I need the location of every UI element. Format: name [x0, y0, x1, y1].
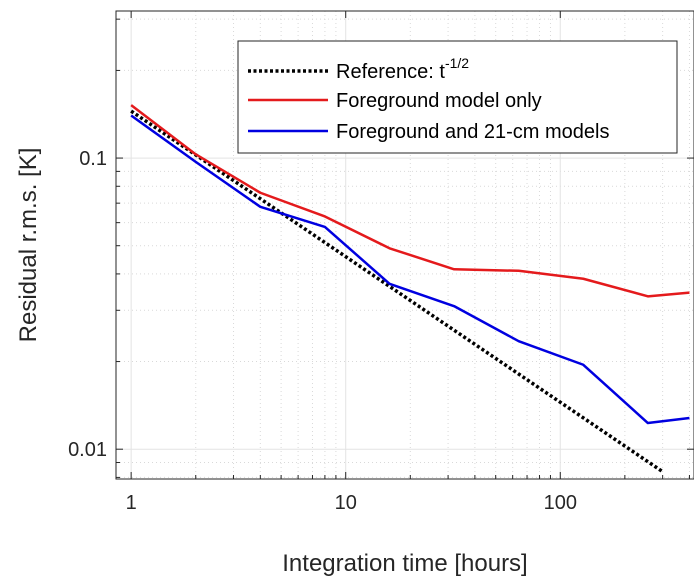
tick-labels: 1 10 100 0.01 0.1 — [68, 148, 577, 514]
axis-ticks — [116, 11, 694, 479]
x-axis-label: Integration time [hours] — [282, 550, 527, 577]
legend-box — [237, 40, 678, 154]
legend-reference-exponent: -1/2 — [445, 55, 469, 71]
y-tick-label: 0.1 — [79, 148, 107, 170]
legend-label-foreground-21cm: Foreground and 21-cm models — [336, 121, 609, 143]
legend-label-foreground: Foreground model only — [336, 90, 542, 112]
x-tick-label: 10 — [335, 492, 357, 514]
x-tick-label: 1 — [126, 492, 137, 514]
legend-reference-text: Reference: t — [336, 61, 445, 83]
legend-label-reference: Reference: t-1/2 — [336, 55, 469, 83]
x-tick-label: 100 — [544, 492, 577, 514]
y-tick-label: 0.01 — [68, 439, 107, 461]
series-layer — [130, 104, 690, 474]
y-axis-label: Residual r.m.s. [K] — [15, 148, 42, 343]
series-line-reference — [130, 109, 664, 474]
series-line-foreground-21cm-model — [130, 114, 690, 425]
legend: Reference: t-1/2 Foreground model only F… — [237, 40, 678, 154]
series-line-foreground-model — [130, 104, 690, 298]
plot-area-frame — [115, 10, 694, 480]
